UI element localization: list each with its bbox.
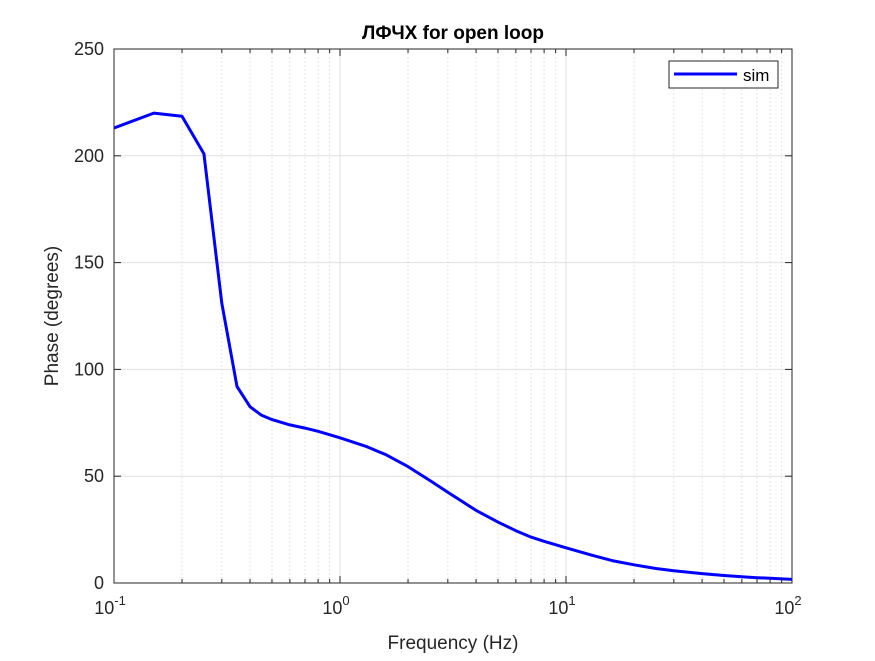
x-tick-label: 101	[548, 593, 575, 618]
y-tick-label: 200	[74, 146, 104, 166]
legend: sim	[668, 60, 779, 89]
y-tick-label: 0	[94, 573, 104, 593]
axes-box	[113, 48, 793, 584]
plot-area	[114, 49, 792, 583]
legend-label-sim: sim	[743, 66, 769, 85]
x-axis-label: Frequency (Hz)	[388, 633, 519, 654]
ticks	[113, 48, 793, 584]
y-tick-label: 250	[74, 39, 104, 59]
y-tick-label: 150	[74, 253, 104, 273]
series-layer	[113, 111, 793, 581]
x-tick-label: 102	[774, 593, 801, 618]
y-tick-label: 50	[84, 466, 104, 486]
y-tick-label: 100	[74, 359, 104, 379]
x-tick-label: 100	[322, 593, 349, 618]
minor-grid	[181, 49, 783, 583]
chart-title: ЛФЧХ for open loop	[362, 23, 544, 44]
x-tick-label: 10-1	[94, 593, 126, 618]
series-line-sim	[113, 111, 793, 581]
tick-labels: 10-1 100 101 102 0 50 100 150 200 250	[74, 39, 802, 618]
y-axis-label: Phase (degrees)	[42, 246, 63, 386]
